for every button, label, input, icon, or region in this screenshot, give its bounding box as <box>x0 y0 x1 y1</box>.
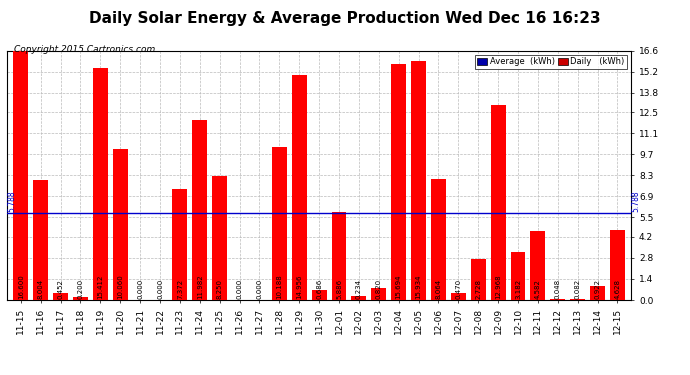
Bar <box>590 286 605 300</box>
Text: 14.956: 14.956 <box>296 274 302 299</box>
Text: 0.686: 0.686 <box>316 279 322 299</box>
Bar <box>491 105 506 300</box>
Text: 15.694: 15.694 <box>395 274 402 299</box>
Text: 0.000: 0.000 <box>137 279 143 299</box>
Bar <box>570 299 585 300</box>
Bar <box>531 231 545 300</box>
Text: 15.412: 15.412 <box>97 274 104 299</box>
Text: 5.788: 5.788 <box>631 190 640 212</box>
Bar <box>13 51 28 300</box>
Bar <box>332 211 346 300</box>
Text: 0.922: 0.922 <box>595 279 600 299</box>
Text: Daily Solar Energy & Average Production Wed Dec 16 16:23: Daily Solar Energy & Average Production … <box>89 11 601 26</box>
Bar <box>193 120 207 300</box>
Bar <box>351 297 366 300</box>
Bar <box>33 180 48 300</box>
Bar <box>551 299 565 300</box>
Bar <box>93 69 108 300</box>
Text: 4.582: 4.582 <box>535 279 541 299</box>
Bar <box>431 179 446 300</box>
Bar <box>511 252 526 300</box>
Text: 0.000: 0.000 <box>237 279 243 299</box>
Bar <box>411 61 426 300</box>
Text: 0.470: 0.470 <box>455 279 462 299</box>
Bar <box>73 297 88 300</box>
Text: 0.234: 0.234 <box>356 279 362 299</box>
Text: 0.200: 0.200 <box>77 279 83 299</box>
Text: 10.188: 10.188 <box>277 274 282 299</box>
Text: 8.004: 8.004 <box>38 279 43 299</box>
Text: 0.820: 0.820 <box>376 279 382 299</box>
Bar <box>112 149 128 300</box>
Text: 15.934: 15.934 <box>415 274 422 299</box>
Text: 3.182: 3.182 <box>515 279 521 299</box>
Text: 16.600: 16.600 <box>18 274 24 299</box>
Bar <box>272 147 287 300</box>
Bar <box>610 231 625 300</box>
Text: 7.372: 7.372 <box>177 279 183 299</box>
Bar <box>53 293 68 300</box>
Bar <box>391 64 406 300</box>
Bar <box>292 75 306 300</box>
Bar <box>172 189 188 300</box>
Text: 0.000: 0.000 <box>157 279 163 299</box>
Legend: Average  (kWh), Daily   (kWh): Average (kWh), Daily (kWh) <box>475 55 627 69</box>
Text: 5.886: 5.886 <box>336 279 342 299</box>
Bar <box>371 288 386 300</box>
Bar <box>471 259 486 300</box>
Text: 0.000: 0.000 <box>257 279 262 299</box>
Text: 12.968: 12.968 <box>495 274 501 299</box>
Bar <box>451 293 466 300</box>
Text: 10.060: 10.060 <box>117 274 124 299</box>
Text: 0.452: 0.452 <box>57 279 63 299</box>
Text: 11.982: 11.982 <box>197 274 203 299</box>
Text: 0.048: 0.048 <box>555 279 561 299</box>
Text: 5.788: 5.788 <box>8 190 17 212</box>
Bar <box>312 290 326 300</box>
Text: 8.250: 8.250 <box>217 279 223 299</box>
Text: 4.628: 4.628 <box>614 279 620 299</box>
Text: 0.082: 0.082 <box>575 279 581 299</box>
Text: Copyright 2015 Cartronics.com: Copyright 2015 Cartronics.com <box>14 45 155 54</box>
Bar <box>213 176 227 300</box>
Text: 8.064: 8.064 <box>435 279 442 299</box>
Text: 2.728: 2.728 <box>475 279 481 299</box>
